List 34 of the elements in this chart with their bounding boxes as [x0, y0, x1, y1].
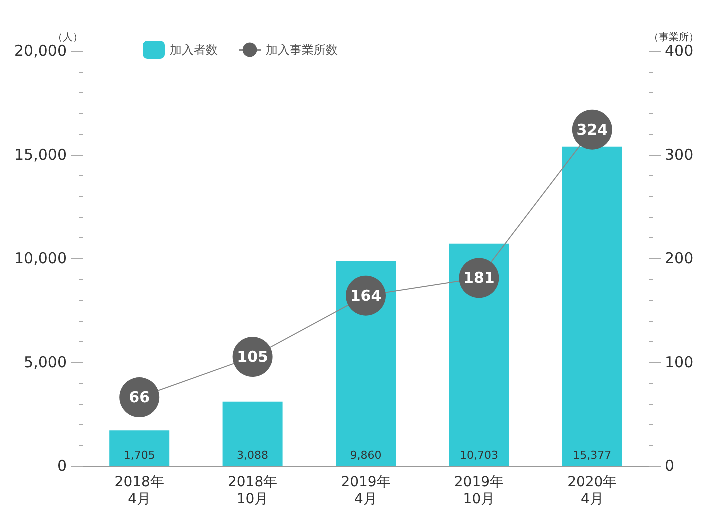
y-tick-label: 0: [57, 457, 67, 475]
bar: [449, 244, 510, 466]
legend-label: 加入事業所数: [266, 43, 338, 57]
data-label: 10,703: [460, 449, 498, 462]
x-tick-label: 2019年 4月: [341, 474, 391, 508]
y2-tick-label: 200: [665, 250, 694, 268]
data-label: 15,377: [573, 449, 612, 462]
bar: [336, 261, 396, 466]
x-tick-label: 2018年 4月: [114, 474, 164, 508]
bar: [222, 402, 283, 466]
y-axis-title: （人）: [53, 32, 83, 44]
data-label: 3,088: [237, 449, 269, 462]
y-tick-label: 5,000: [24, 353, 67, 372]
data-label: 181: [464, 269, 495, 288]
y-tick-label: 20,000: [14, 42, 67, 60]
data-label: 164: [350, 286, 382, 305]
data-label: 9,860: [350, 449, 382, 462]
bar: [110, 430, 170, 466]
legend-label: 加入者数: [170, 43, 218, 57]
y2-tick-label: 100: [665, 353, 694, 372]
x-tick-label: 2019年 10月: [454, 474, 504, 508]
y-tick-label: 15,000: [14, 146, 67, 164]
x-tick-label: 2018年 10月: [228, 474, 278, 508]
y-tick-label: 10,000: [14, 250, 67, 268]
data-label: 324: [576, 120, 608, 139]
bar: [562, 146, 622, 466]
x-tick-label: 2020年 4月: [568, 474, 618, 508]
data-label: 1,705: [124, 449, 156, 462]
data-label: 105: [237, 348, 268, 366]
y2-tick-label: 300: [665, 146, 694, 164]
y2-axis-title: （事業所）: [649, 32, 699, 44]
y2-tick-label: 0: [665, 457, 675, 475]
y2-tick-label: 400: [665, 42, 694, 60]
data-label: 66: [129, 388, 150, 407]
